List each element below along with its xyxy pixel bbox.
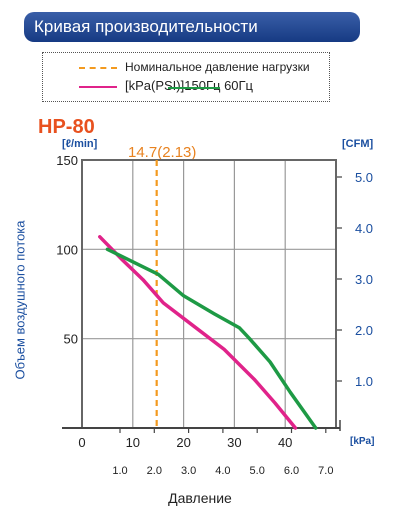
legend-freq-50: 150Гц: [168, 78, 221, 93]
page-title: Кривая производительности: [24, 12, 360, 42]
x-tick-label: 0: [78, 435, 85, 450]
psi-tick-label: 4.0: [215, 465, 230, 477]
cfm-tick-label: 5.0: [355, 170, 373, 185]
y-tick-label: 50: [64, 332, 78, 347]
y-tick-label: 100: [56, 242, 78, 257]
axes: [62, 159, 342, 433]
x-tick-label: 20: [176, 435, 190, 450]
psi-tick-label: 1.0: [112, 465, 127, 477]
x-tick-label: 10: [126, 435, 140, 450]
x-unit-label: [kPa]: [350, 436, 374, 447]
series-60-swatch: [168, 87, 221, 89]
legend-nominal-label: Номинальное давление нагрузки: [125, 60, 310, 74]
series-line-150hz: [98, 235, 298, 430]
grid: [82, 160, 336, 428]
cfm-tick-label: 1.0: [355, 374, 373, 389]
psi-tick-label: 6.0: [284, 465, 299, 477]
legend-freq-60: 60Гц: [224, 78, 254, 93]
psi-tick-label: 2.0: [147, 465, 162, 477]
psi-tick-label: 5.0: [250, 465, 265, 477]
series: [98, 160, 318, 430]
psi-tick-label: 3.0: [181, 465, 196, 477]
nominal-pressure-label: 14.7(2.13): [128, 144, 197, 161]
y-unit-right: [CFM]: [342, 138, 374, 150]
plot-frame: [81, 159, 337, 429]
y-unit-left: [ℓ/min]: [62, 138, 98, 150]
cfm-tick-label: 4.0: [355, 221, 373, 236]
nominal-swatch: [79, 67, 117, 69]
psi-tick-label: 7.0: [318, 465, 333, 477]
chart-title: HP-80: [38, 116, 95, 138]
x-tick-label: 30: [227, 435, 241, 450]
cfm-tick-label: 3.0: [355, 272, 373, 287]
series-line-60hz: [105, 247, 318, 430]
cfm-tick-label: 2.0: [355, 323, 373, 338]
legend-units-label: [kPa(PSI)]: [125, 78, 185, 93]
y-tick-label: 150: [56, 153, 78, 168]
series-150-swatch: [79, 86, 117, 88]
x-tick-label: 40: [278, 435, 292, 450]
legend-frequency-label: [kPa(PSI)] 150Гц 60Гц: [125, 77, 253, 95]
x-axis-title: Давление: [168, 490, 232, 506]
tick-labels: 50 100 150 0 10 20 30 40 [kPa] 1.0 2.0 3.0 4.0 5.0 6.0…: [56, 153, 374, 477]
legend: Номинальное давление нагрузки [kPa(PSI)]…: [42, 52, 330, 102]
